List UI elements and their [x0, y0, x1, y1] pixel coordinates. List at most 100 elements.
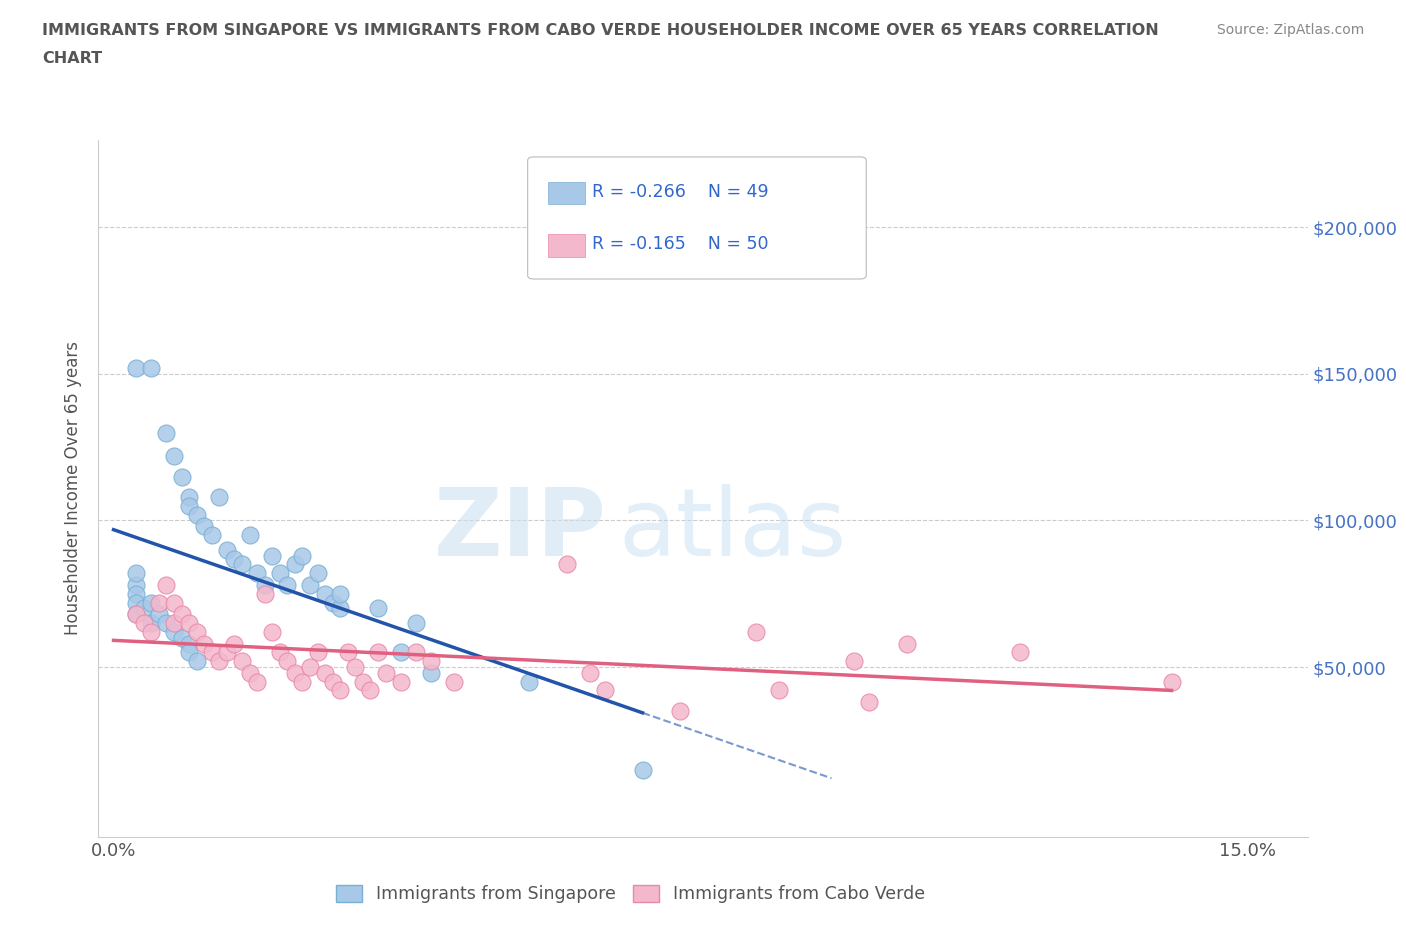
Point [443, 674, 465, 689]
Point [329, 601, 352, 616]
Point [201, 644, 224, 659]
Text: ZIP: ZIP [433, 485, 606, 576]
Point [299, 578, 322, 592]
Point [141, 595, 163, 610]
Point [745, 624, 768, 639]
Point [231, 654, 253, 669]
Point [405, 644, 427, 659]
Point [141, 361, 163, 376]
Point [336, 644, 359, 659]
Point [186, 654, 208, 669]
Point [170, 469, 193, 484]
Legend: Immigrants from Singapore, Immigrants from Cabo Verde: Immigrants from Singapore, Immigrants fr… [328, 876, 934, 912]
Point [307, 644, 329, 659]
Point [163, 624, 186, 639]
Point [367, 644, 389, 659]
Point [299, 659, 322, 674]
Point [186, 624, 208, 639]
Text: CHART: CHART [42, 51, 103, 66]
Point [329, 683, 352, 698]
Point [125, 565, 148, 580]
Point [555, 557, 578, 572]
Point [170, 607, 193, 622]
Point [389, 674, 412, 689]
Point [125, 578, 148, 592]
Point [291, 674, 314, 689]
Point [170, 631, 193, 645]
Point [291, 548, 314, 563]
Point [246, 674, 269, 689]
Point [844, 654, 866, 669]
Text: IMMIGRANTS FROM SINGAPORE VS IMMIGRANTS FROM CABO VERDE HOUSEHOLDER INCOME OVER : IMMIGRANTS FROM SINGAPORE VS IMMIGRANTS … [42, 23, 1159, 38]
Y-axis label: Householder Income Over 65 years: Householder Income Over 65 years [65, 341, 83, 635]
Point [215, 644, 238, 659]
Point [163, 595, 186, 610]
FancyBboxPatch shape [548, 234, 585, 257]
Point [314, 586, 336, 601]
Point [155, 616, 177, 631]
Point [374, 666, 396, 681]
Point [367, 601, 389, 616]
Point [262, 624, 284, 639]
Point [125, 607, 148, 622]
Point [360, 683, 382, 698]
Point [262, 548, 284, 563]
Point [132, 616, 155, 631]
Point [593, 683, 616, 698]
Point [163, 616, 186, 631]
Point [239, 527, 262, 542]
Point [224, 636, 246, 651]
Point [284, 557, 307, 572]
Point [322, 674, 344, 689]
Text: R = -0.165    N = 50: R = -0.165 N = 50 [592, 235, 768, 253]
Point [322, 595, 344, 610]
Point [239, 666, 262, 681]
Point [179, 616, 201, 631]
Point [186, 507, 208, 522]
Point [405, 616, 427, 631]
Point [858, 695, 880, 710]
Point [1010, 644, 1032, 659]
Point [344, 659, 367, 674]
Point [148, 607, 170, 622]
Point [269, 644, 291, 659]
Text: Source: ZipAtlas.com: Source: ZipAtlas.com [1216, 23, 1364, 37]
Text: atlas: atlas [619, 485, 846, 576]
Point [179, 644, 201, 659]
Text: R = -0.266    N = 49: R = -0.266 N = 49 [592, 183, 769, 201]
Point [155, 425, 177, 440]
Point [193, 636, 215, 651]
Point [253, 586, 276, 601]
Point [276, 578, 298, 592]
FancyBboxPatch shape [527, 157, 866, 279]
Point [224, 551, 246, 566]
Point [201, 527, 224, 542]
Point [163, 448, 186, 463]
Point [517, 674, 540, 689]
Point [125, 586, 148, 601]
Point [284, 666, 307, 681]
Point [896, 636, 918, 651]
Point [208, 654, 231, 669]
Point [215, 542, 238, 557]
Point [141, 616, 163, 631]
Point [1160, 674, 1182, 689]
Point [231, 557, 253, 572]
Point [276, 654, 298, 669]
Point [193, 519, 215, 534]
Point [768, 683, 790, 698]
Point [179, 498, 201, 513]
Point [179, 489, 201, 504]
Point [253, 578, 276, 592]
Point [125, 607, 148, 622]
Point [125, 595, 148, 610]
Point [420, 666, 443, 681]
Point [389, 644, 412, 659]
Point [314, 666, 336, 681]
FancyBboxPatch shape [548, 182, 585, 205]
Point [307, 565, 329, 580]
Point [631, 763, 654, 777]
Point [352, 674, 374, 689]
Point [125, 361, 148, 376]
Point [141, 624, 163, 639]
